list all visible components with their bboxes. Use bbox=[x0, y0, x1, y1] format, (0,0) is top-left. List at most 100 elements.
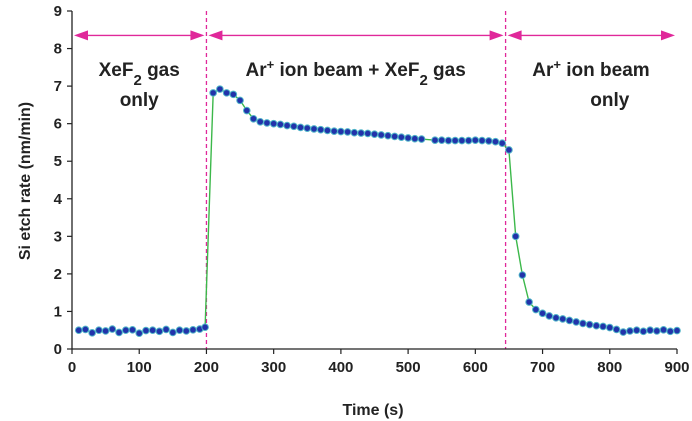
y-tick-label: 2 bbox=[54, 266, 62, 283]
data-point bbox=[492, 138, 499, 145]
data-point bbox=[364, 130, 371, 137]
x-tick-label: 700 bbox=[530, 359, 555, 376]
data-point bbox=[385, 132, 392, 139]
data-point bbox=[660, 327, 667, 334]
arrow-left-head bbox=[74, 30, 88, 40]
data-point bbox=[573, 319, 580, 326]
data-point bbox=[445, 137, 452, 144]
data-point bbox=[284, 122, 291, 129]
data-point bbox=[627, 328, 634, 335]
data-point bbox=[116, 329, 123, 336]
data-point bbox=[485, 138, 492, 145]
arrow-right-head bbox=[490, 30, 504, 40]
data-point bbox=[378, 132, 385, 139]
data-point bbox=[143, 327, 150, 334]
data-point bbox=[358, 130, 365, 137]
data-point bbox=[633, 327, 640, 334]
y-tick-label: 7 bbox=[54, 78, 62, 95]
data-point bbox=[438, 137, 445, 144]
data-point bbox=[465, 137, 472, 144]
x-tick-label: 400 bbox=[328, 359, 353, 376]
region-arrows bbox=[74, 30, 675, 40]
region-label-ion-beam: Ar+ ion beam bbox=[532, 57, 649, 82]
data-point bbox=[156, 328, 163, 335]
region-label-only: only bbox=[120, 90, 159, 111]
data-point bbox=[580, 320, 587, 327]
arrow-left-head bbox=[208, 30, 222, 40]
data-point bbox=[102, 328, 109, 335]
data-point bbox=[96, 327, 103, 334]
data-point bbox=[217, 86, 224, 93]
data-point bbox=[526, 299, 533, 306]
data-point bbox=[391, 133, 398, 140]
data-point bbox=[317, 126, 324, 133]
data-point bbox=[237, 97, 244, 104]
data-point bbox=[243, 107, 250, 114]
data-point bbox=[183, 328, 190, 335]
x-tick-label: 0 bbox=[68, 359, 76, 376]
data-point bbox=[270, 120, 277, 127]
data-point bbox=[190, 327, 197, 334]
x-tick-label: 500 bbox=[396, 359, 421, 376]
y-tick-label: 4 bbox=[54, 191, 63, 208]
x-tick-label: 800 bbox=[597, 359, 622, 376]
data-point bbox=[398, 134, 405, 141]
y-tick-label: 9 bbox=[54, 3, 62, 20]
data-point bbox=[338, 128, 345, 135]
data-point bbox=[324, 127, 331, 134]
data-point bbox=[257, 118, 264, 125]
data-point bbox=[311, 126, 318, 133]
data-point bbox=[264, 120, 271, 127]
y-tick-label: 1 bbox=[54, 303, 62, 320]
y-tick-label: 8 bbox=[54, 41, 62, 58]
data-point bbox=[533, 306, 540, 313]
etch-rate-chart: XeF2 gasonlyAr+ ion beam + XeF2 gas Ar+ i… bbox=[0, 0, 692, 421]
region-label-only: only bbox=[590, 90, 629, 111]
data-point bbox=[593, 322, 600, 329]
data-point bbox=[586, 321, 593, 328]
data-point bbox=[559, 316, 566, 323]
data-point bbox=[149, 327, 156, 334]
x-tick-label: 900 bbox=[664, 359, 689, 376]
data-point bbox=[432, 137, 439, 144]
data-point bbox=[654, 328, 661, 335]
y-tick-label: 0 bbox=[54, 341, 62, 358]
data-point bbox=[566, 317, 573, 324]
y-tick-label: 3 bbox=[54, 228, 62, 245]
data-point bbox=[506, 147, 513, 154]
data-point bbox=[674, 327, 681, 334]
data-point bbox=[129, 327, 136, 334]
region-label-ion-beam-plus-gas: Ar+ ion beam + XeF2 gas bbox=[246, 57, 466, 89]
x-tick-label: 200 bbox=[194, 359, 219, 376]
data-point bbox=[351, 129, 358, 136]
y-axis-label: Si etch rate (nm/min) bbox=[17, 102, 34, 260]
data-point bbox=[89, 330, 96, 337]
data-point bbox=[499, 140, 506, 147]
data-point bbox=[75, 327, 82, 334]
data-point bbox=[210, 90, 217, 97]
data-point bbox=[546, 313, 553, 320]
data-point bbox=[539, 310, 546, 317]
y-tick-label: 6 bbox=[54, 116, 62, 133]
arrow-right-head bbox=[661, 30, 675, 40]
data-point bbox=[606, 324, 613, 331]
data-point bbox=[412, 135, 419, 142]
data-point bbox=[136, 330, 143, 337]
data-point bbox=[163, 326, 170, 333]
data-point bbox=[371, 131, 378, 138]
series-points bbox=[75, 86, 680, 337]
data-point bbox=[512, 233, 519, 240]
data-point bbox=[176, 327, 183, 334]
data-point bbox=[472, 137, 479, 144]
x-tick-label: 300 bbox=[261, 359, 286, 376]
data-point bbox=[667, 328, 674, 335]
data-point bbox=[250, 115, 257, 122]
data-point bbox=[647, 327, 654, 334]
data-point bbox=[109, 326, 116, 333]
data-point bbox=[479, 137, 486, 144]
data-point bbox=[82, 326, 89, 333]
data-point bbox=[640, 328, 647, 335]
series-line bbox=[79, 89, 677, 333]
arrow-right-head bbox=[190, 30, 204, 40]
